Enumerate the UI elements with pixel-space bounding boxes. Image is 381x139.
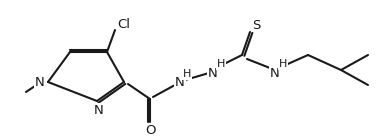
Text: N: N (175, 75, 185, 89)
Text: H: H (279, 59, 287, 69)
Text: N: N (270, 66, 280, 80)
Text: N: N (208, 66, 218, 80)
Text: S: S (252, 18, 260, 32)
Text: Cl: Cl (117, 18, 131, 30)
Text: O: O (146, 123, 156, 136)
Text: N: N (94, 104, 104, 116)
Text: N: N (35, 75, 45, 89)
Text: H: H (183, 69, 191, 79)
Text: H: H (217, 59, 225, 69)
